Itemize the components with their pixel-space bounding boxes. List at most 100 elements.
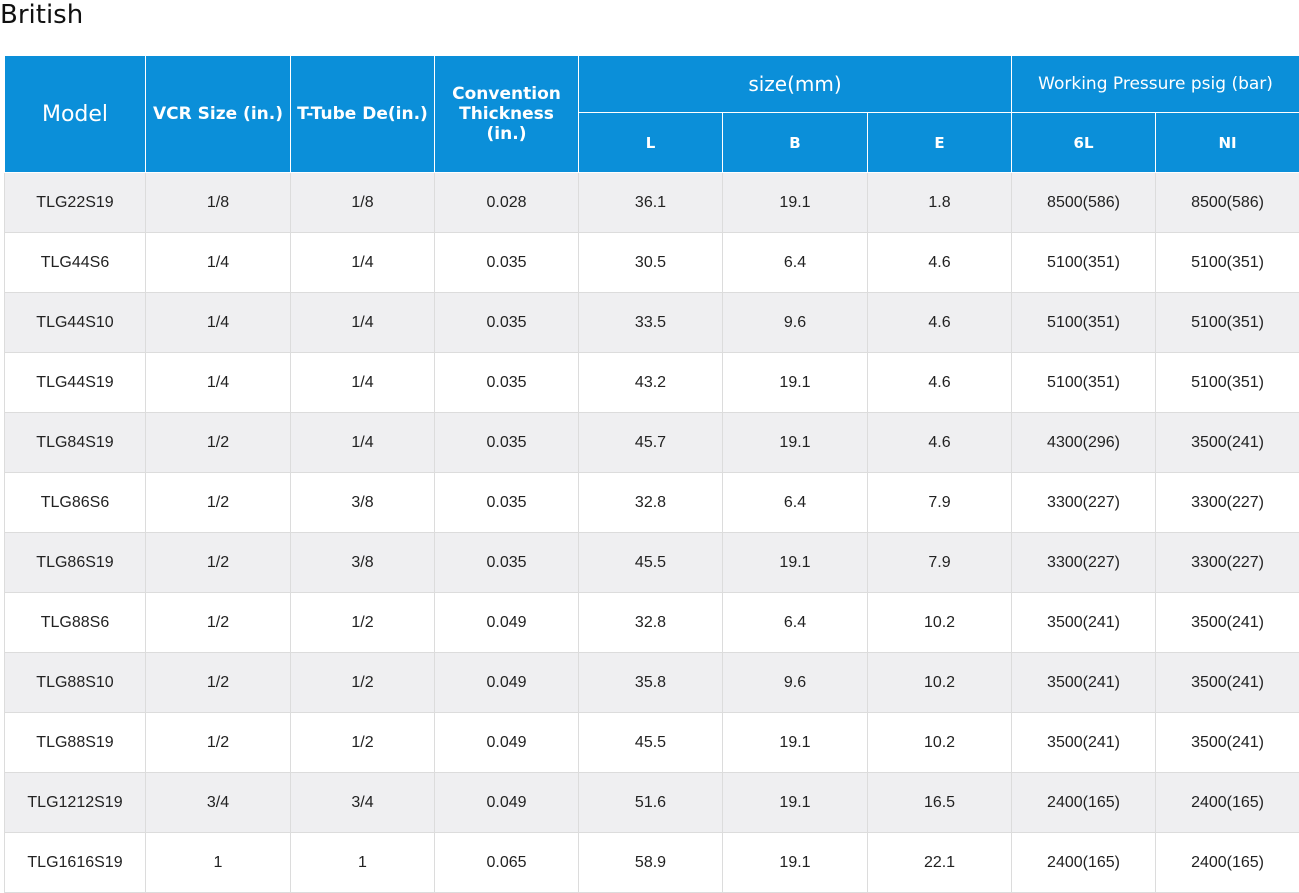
cell-b: 19.1 — [723, 413, 868, 473]
cell-t-tube: 3/8 — [291, 533, 435, 593]
cell-e: 4.6 — [868, 293, 1012, 353]
cell-e: 4.6 — [868, 233, 1012, 293]
cell-thickness: 0.028 — [435, 173, 579, 233]
cell-model: TLG44S19 — [5, 353, 146, 413]
cell-b: 6.4 — [723, 233, 868, 293]
cell-e: 7.9 — [868, 473, 1012, 533]
cell-e: 7.9 — [868, 533, 1012, 593]
cell-pressure-ni: 8500(586) — [1156, 173, 1299, 233]
cell-pressure-6l: 3300(227) — [1012, 473, 1156, 533]
cell-vcr-size: 1/4 — [146, 233, 291, 293]
cell-pressure-6l: 5100(351) — [1012, 233, 1156, 293]
cell-pressure-ni: 5100(351) — [1156, 233, 1299, 293]
cell-thickness: 0.049 — [435, 593, 579, 653]
spec-table: Model VCR Size (in.) T-Tube De(in.) Conv… — [4, 55, 1299, 893]
cell-l: 58.9 — [579, 833, 723, 893]
header-b: B — [723, 113, 868, 173]
cell-pressure-ni: 2400(165) — [1156, 833, 1299, 893]
cell-model: TLG44S6 — [5, 233, 146, 293]
cell-model: TLG1212S19 — [5, 773, 146, 833]
cell-l: 32.8 — [579, 593, 723, 653]
cell-thickness: 0.035 — [435, 473, 579, 533]
cell-model: TLG84S19 — [5, 413, 146, 473]
table-header: Model VCR Size (in.) T-Tube De(in.) Conv… — [5, 56, 1299, 173]
header-model: Model — [5, 56, 146, 173]
cell-pressure-6l: 3500(241) — [1012, 713, 1156, 773]
cell-e: 10.2 — [868, 713, 1012, 773]
header-convention-thickness: Convention Thickness (in.) — [435, 56, 579, 173]
cell-b: 6.4 — [723, 473, 868, 533]
cell-model: TLG22S19 — [5, 173, 146, 233]
cell-vcr-size: 1/2 — [146, 533, 291, 593]
cell-thickness: 0.035 — [435, 533, 579, 593]
cell-b: 19.1 — [723, 833, 868, 893]
cell-pressure-6l: 3500(241) — [1012, 593, 1156, 653]
cell-vcr-size: 1/4 — [146, 353, 291, 413]
cell-pressure-ni: 3500(241) — [1156, 653, 1299, 713]
cell-model: TLG86S19 — [5, 533, 146, 593]
cell-t-tube: 1/2 — [291, 653, 435, 713]
cell-l: 45.7 — [579, 413, 723, 473]
cell-b: 19.1 — [723, 713, 868, 773]
cell-vcr-size: 1/2 — [146, 413, 291, 473]
cell-l: 33.5 — [579, 293, 723, 353]
cell-vcr-size: 1/2 — [146, 713, 291, 773]
cell-pressure-6l: 3300(227) — [1012, 533, 1156, 593]
cell-t-tube: 1/2 — [291, 713, 435, 773]
cell-e: 10.2 — [868, 593, 1012, 653]
cell-model: TLG1616S19 — [5, 833, 146, 893]
cell-pressure-ni: 3500(241) — [1156, 593, 1299, 653]
cell-l: 51.6 — [579, 773, 723, 833]
cell-t-tube: 3/4 — [291, 773, 435, 833]
cell-model: TLG44S10 — [5, 293, 146, 353]
header-pressure-group: Working Pressure psig (bar) — [1012, 56, 1299, 113]
cell-e: 16.5 — [868, 773, 1012, 833]
cell-t-tube: 1/4 — [291, 233, 435, 293]
cell-t-tube: 1/4 — [291, 293, 435, 353]
cell-pressure-ni: 5100(351) — [1156, 353, 1299, 413]
cell-pressure-ni: 3500(241) — [1156, 713, 1299, 773]
cell-t-tube: 3/8 — [291, 473, 435, 533]
header-t-tube: T-Tube De(in.) — [291, 56, 435, 173]
cell-vcr-size: 1/2 — [146, 593, 291, 653]
cell-b: 9.6 — [723, 653, 868, 713]
cell-vcr-size: 1/8 — [146, 173, 291, 233]
cell-b: 9.6 — [723, 293, 868, 353]
cell-e: 4.6 — [868, 413, 1012, 473]
cell-vcr-size: 1 — [146, 833, 291, 893]
cell-pressure-6l: 2400(165) — [1012, 833, 1156, 893]
cell-l: 30.5 — [579, 233, 723, 293]
cell-pressure-ni: 3300(227) — [1156, 533, 1299, 593]
cell-t-tube: 1/2 — [291, 593, 435, 653]
cell-vcr-size: 1/2 — [146, 473, 291, 533]
header-l: L — [579, 113, 723, 173]
header-vcr-size: VCR Size (in.) — [146, 56, 291, 173]
cell-l: 45.5 — [579, 533, 723, 593]
cell-pressure-6l: 5100(351) — [1012, 293, 1156, 353]
cell-t-tube: 1 — [291, 833, 435, 893]
header-6l: 6L — [1012, 113, 1156, 173]
cell-e: 22.1 — [868, 833, 1012, 893]
cell-vcr-size: 1/4 — [146, 293, 291, 353]
cell-t-tube: 1/4 — [291, 413, 435, 473]
cell-l: 36.1 — [579, 173, 723, 233]
cell-thickness: 0.035 — [435, 413, 579, 473]
cell-t-tube: 1/4 — [291, 353, 435, 413]
cell-model: TLG86S6 — [5, 473, 146, 533]
cell-thickness: 0.035 — [435, 293, 579, 353]
cell-e: 1.8 — [868, 173, 1012, 233]
cell-pressure-ni: 3500(241) — [1156, 413, 1299, 473]
cell-b: 19.1 — [723, 353, 868, 413]
cell-b: 19.1 — [723, 773, 868, 833]
header-row-top: Model VCR Size (in.) T-Tube De(in.) Conv… — [5, 56, 1299, 113]
cell-vcr-size: 1/2 — [146, 653, 291, 713]
